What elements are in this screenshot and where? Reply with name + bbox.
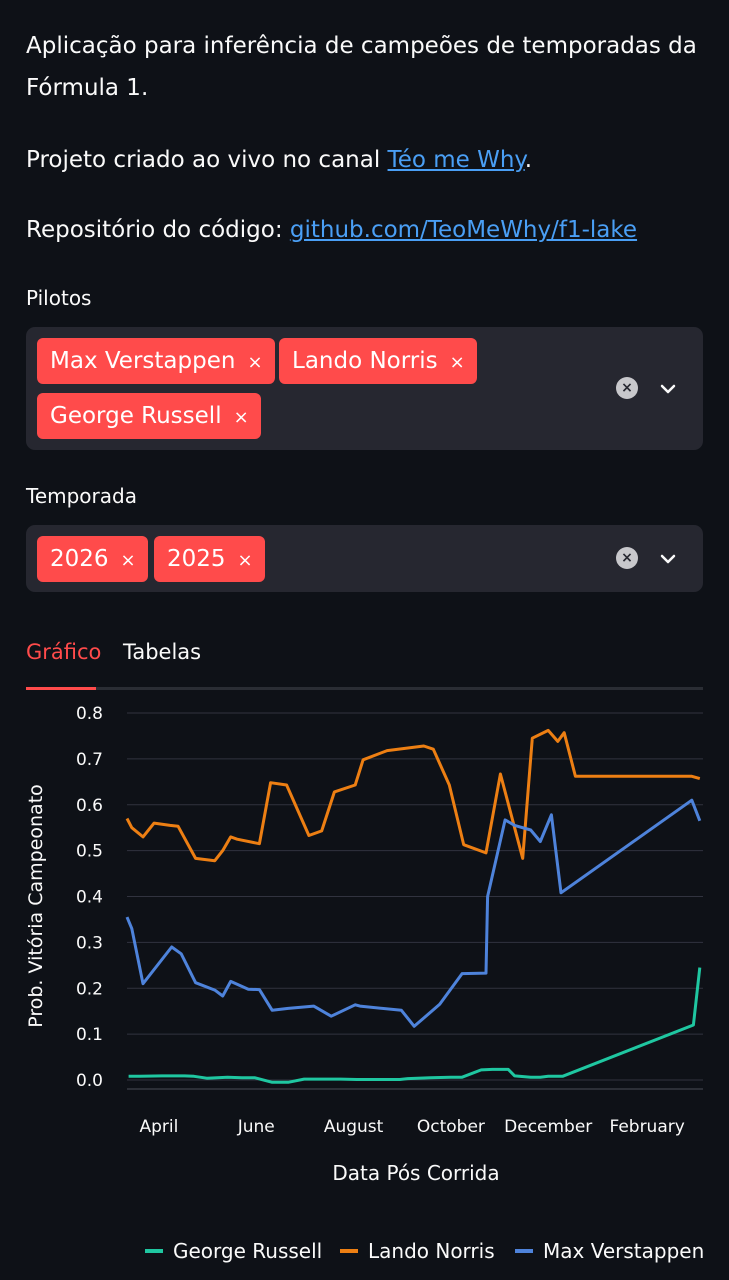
project-credit-prefix: Projeto criado ao vivo no canal: [26, 147, 388, 173]
pilot-chip-label: Max Verstappen: [50, 348, 236, 374]
view-tabs: Gráfico Tabelas: [26, 628, 703, 690]
project-credit-suffix: .: [524, 147, 533, 173]
tab-divider: [26, 687, 703, 690]
series-line-lando-norris: [125, 728, 701, 863]
clear-all-icon[interactable]: ×: [616, 377, 638, 399]
pilot-chip-label: George Russell: [50, 403, 222, 429]
project-credit: Projeto criado ao vivo no canal Téo me W…: [26, 139, 706, 181]
repository-line: Repositório do código: github.com/TeoMeW…: [26, 209, 706, 251]
y-tick-label: 0.5: [76, 842, 103, 862]
y-tick-label: 0.2: [76, 979, 103, 999]
remove-icon[interactable]: ×: [237, 550, 253, 571]
repository-link[interactable]: github.com/TeoMeWhy/f1-lake: [289, 217, 638, 243]
season-chip-label: 2026: [50, 546, 109, 572]
chart-legend: George Russell Lando Norris Max Verstappen: [145, 1239, 704, 1263]
y-tick-label: 0.1: [76, 1025, 103, 1045]
pilot-chip-lando-norris: Lando Norris ×: [279, 338, 477, 384]
remove-icon[interactable]: ×: [120, 550, 136, 571]
x-tick-label: April: [139, 1117, 178, 1137]
legend-label: Lando Norris: [368, 1239, 495, 1263]
y-tick-label: 0.0: [76, 1071, 103, 1091]
x-axis-ticks: April June August October December February: [139, 1117, 684, 1137]
tab-tabelas[interactable]: Tabelas: [123, 640, 202, 664]
y-tick-label: 0.3: [76, 933, 103, 953]
y-tick-label: 0.4: [76, 888, 103, 908]
season-chip-2025: 2025 ×: [154, 536, 265, 582]
clear-all-icon[interactable]: ×: [616, 547, 638, 569]
x-tick-label: August: [324, 1117, 384, 1137]
series-line-max-verstappen: [125, 798, 702, 1028]
tab-grafico[interactable]: Gráfico: [26, 640, 102, 664]
chart-grid: [127, 712, 703, 1090]
season-multiselect[interactable]: 2026 × 2025 × ×: [26, 525, 703, 592]
pilots-multiselect[interactable]: Max Verstappen × Lando Norris × George Rus…: [26, 327, 703, 450]
x-tick-label: December: [504, 1117, 592, 1137]
y-axis-label: Prob. Vitória Campeonato: [25, 784, 47, 1028]
season-chip-label: 2025: [167, 546, 226, 572]
x-tick-label: June: [237, 1117, 275, 1137]
x-axis-label: Data Pós Corrida: [332, 1161, 499, 1185]
chart-series-lines: [125, 728, 702, 1084]
repository-prefix: Repositório do código:: [26, 217, 290, 243]
season-label: Temporada: [26, 484, 137, 508]
legend-label: George Russell: [173, 1239, 322, 1263]
championship-probability-chart: 0.0 0.1 0.2 0.3 0.4 0.5 0.6 0.7 0.8 April June Aug…: [25, 704, 704, 1263]
y-axis-ticks: 0.0 0.1 0.2 0.3 0.4 0.5 0.6 0.7 0.8: [76, 704, 103, 1091]
season-chip-2026: 2026 ×: [37, 536, 148, 582]
channel-link[interactable]: Téo me Why: [387, 147, 525, 173]
remove-icon[interactable]: ×: [233, 407, 249, 428]
y-tick-label: 0.6: [76, 796, 103, 816]
chevron-down-icon[interactable]: [658, 549, 678, 569]
series-line-george-russell: [128, 967, 702, 1084]
active-tab-indicator: [26, 687, 96, 690]
pilot-chip-george-russell: George Russell ×: [37, 393, 261, 439]
pilot-chip-label: Lando Norris: [292, 348, 438, 374]
x-tick-label: February: [609, 1117, 684, 1137]
y-tick-label: 0.7: [76, 750, 103, 770]
y-tick-label: 0.8: [76, 704, 103, 724]
pilot-chip-max-verstappen: Max Verstappen ×: [37, 338, 275, 384]
chevron-down-icon[interactable]: [658, 379, 678, 399]
remove-icon[interactable]: ×: [449, 352, 465, 373]
legend-label: Max Verstappen: [543, 1239, 704, 1263]
remove-icon[interactable]: ×: [247, 352, 263, 373]
x-tick-label: October: [417, 1117, 485, 1137]
app-description: Aplicação para inferência de campeões de…: [26, 33, 697, 101]
pilots-label: Pilotos: [26, 286, 92, 310]
